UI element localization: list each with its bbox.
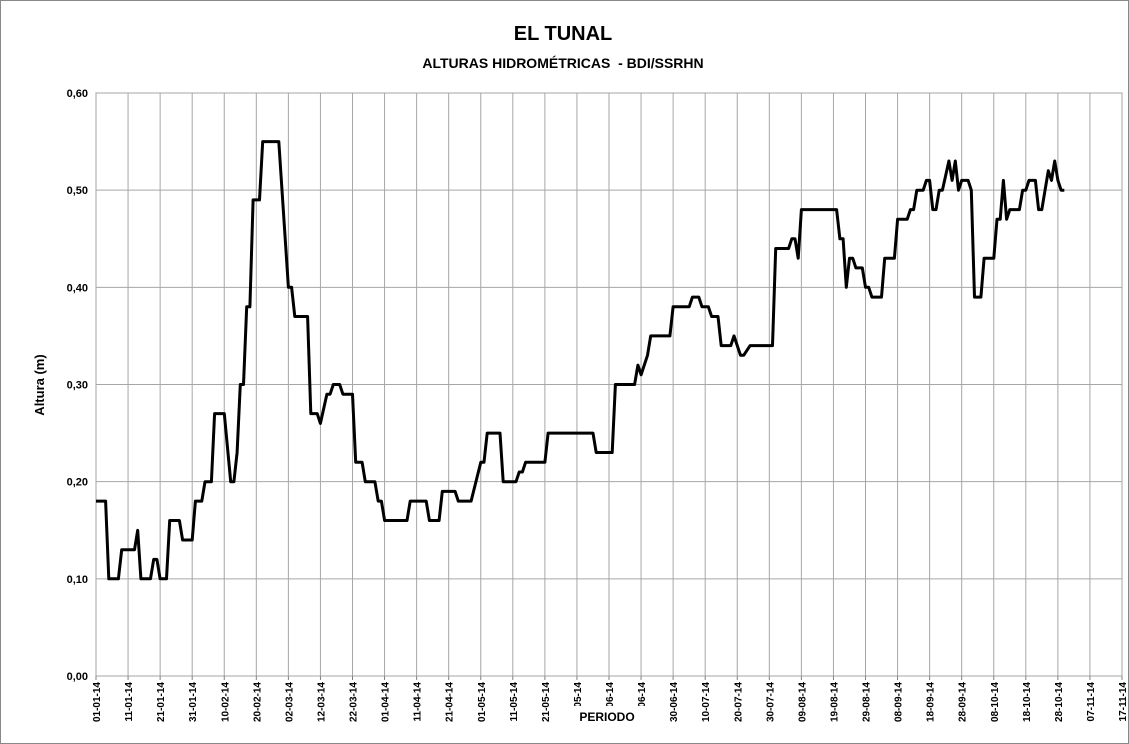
x-tick-label: 31-01-14 xyxy=(188,682,199,722)
y-tick-label: 0,10 xyxy=(67,574,88,586)
x-tick-label: 29-08-14 xyxy=(862,682,873,722)
x-tick-label: 10-02-14 xyxy=(220,682,231,722)
x-tick-label: 21-05-14 xyxy=(541,682,552,722)
x-tick-label: 30-06-14 xyxy=(669,682,680,722)
x-tick-label: 01-04-14 xyxy=(381,682,392,722)
chart-subtitle: ALTURAS HIDROMÉTRICAS - BDI/SSRHN xyxy=(422,55,703,71)
x-tick-label: 21-04-14 xyxy=(445,682,456,722)
x-tick-label: 02-03-14 xyxy=(284,682,295,722)
x-tick-label: 17-11-14 xyxy=(1118,682,1129,722)
x-label-bg xyxy=(569,706,649,726)
x-tick-label: 28-09-14 xyxy=(958,682,969,722)
x-tick-label: 01-05-14 xyxy=(477,682,488,722)
x-tick-label: 09-08-14 xyxy=(797,682,808,722)
x-tick-label: 20-02-14 xyxy=(252,682,263,722)
x-tick-label: 01-01-14 xyxy=(92,682,103,722)
data-line xyxy=(96,140,1065,581)
x-tick-label: 22-03-14 xyxy=(349,682,360,722)
y-tick-label: 0,50 xyxy=(67,185,88,197)
x-tick-label: 08-10-14 xyxy=(990,682,1001,722)
x-tick-label: 18-10-14 xyxy=(1022,682,1033,722)
y-tick-label: 0,00 xyxy=(67,671,88,683)
x-tick-label: 30-07-14 xyxy=(765,682,776,722)
x-tick-label: 11-05-14 xyxy=(509,682,520,722)
y-tick-label: 0,40 xyxy=(67,282,88,294)
x-tick-label: 10-06-14 xyxy=(605,682,616,722)
x-tick-label: 07-11-14 xyxy=(1086,682,1097,722)
x-tick-label: 20-06-14 xyxy=(637,682,648,722)
y-axis-label: Altura (m) xyxy=(32,354,47,415)
x-tick-label: 31-05-14 xyxy=(573,682,584,722)
x-tick-label: 10-07-14 xyxy=(701,682,712,722)
x-tick-label: 11-04-14 xyxy=(413,682,424,722)
x-tick-label: 28-10-14 xyxy=(1054,682,1065,722)
x-tick-label: 18-09-14 xyxy=(926,682,937,722)
x-tick-label: 21-01-14 xyxy=(156,682,167,722)
x-tick-label: 19-08-14 xyxy=(829,682,840,722)
y-tick-label: 0,20 xyxy=(67,477,88,489)
x-axis-label: PERIODO xyxy=(579,710,634,724)
y-tick-label: 0,60 xyxy=(67,88,88,100)
x-tick-label: 08-09-14 xyxy=(894,682,905,722)
x-tick-label: 11-01-14 xyxy=(124,682,135,722)
y-tick-label: 0,30 xyxy=(67,380,88,392)
x-tick-label: 20-07-14 xyxy=(733,682,744,722)
chart-title: EL TUNAL xyxy=(514,23,613,45)
x-tick-label: 12-03-14 xyxy=(316,682,327,722)
